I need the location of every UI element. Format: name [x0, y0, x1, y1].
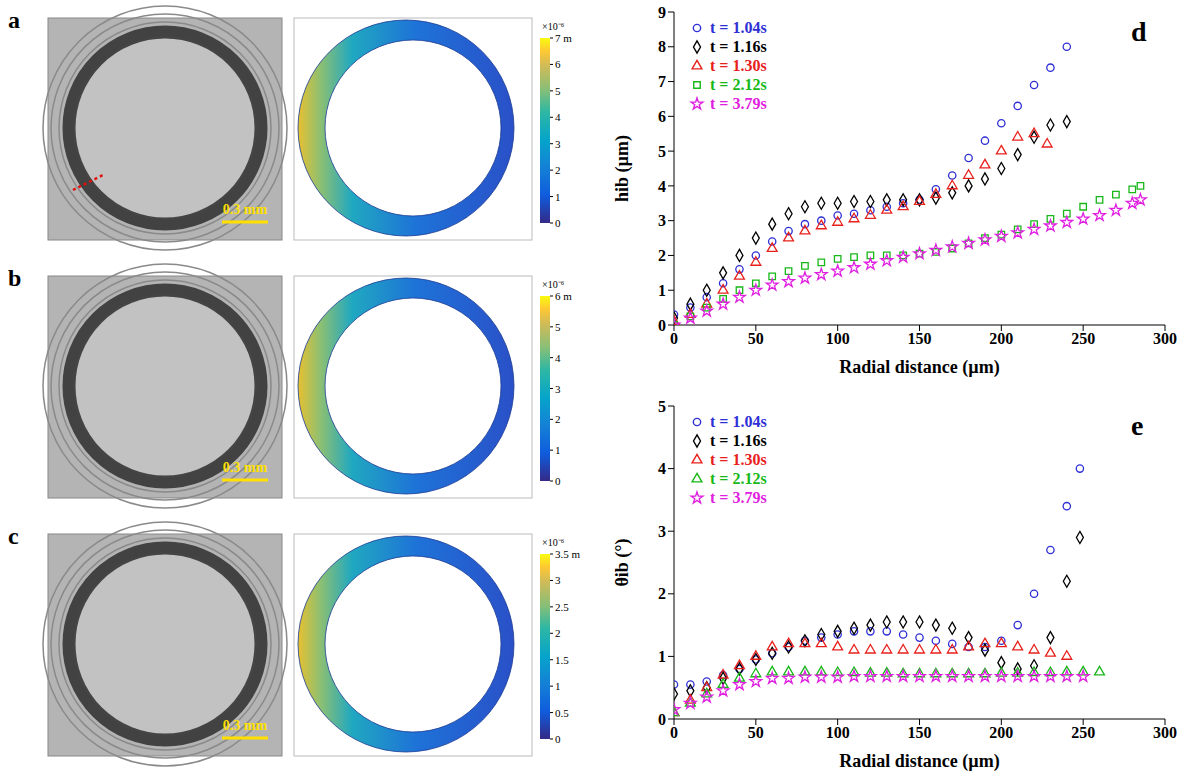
svg-text:×10⁻⁶: ×10⁻⁶: [542, 537, 565, 548]
html-text:t = 1.04s: t = 1.04s: [710, 412, 767, 430]
svg-text:150: 150: [908, 330, 932, 347]
svg-text:1: 1: [658, 282, 666, 299]
svg-text:θib (°): θib (°): [612, 538, 633, 586]
svg-text:3: 3: [555, 138, 561, 150]
svg-text:0.3 mm: 0.3 mm: [223, 202, 268, 217]
svg-text:250: 250: [1071, 330, 1095, 347]
svg-text:1: 1: [658, 648, 666, 665]
svg-text:3: 3: [658, 212, 666, 229]
svg-text:4: 4: [658, 460, 666, 477]
svg-text:7: 7: [658, 73, 666, 90]
svg-text:2: 2: [555, 413, 561, 425]
svg-text:2.5: 2.5: [555, 601, 569, 613]
svg-text:×10⁻⁶: ×10⁻⁶: [542, 279, 565, 290]
svg-text:3: 3: [555, 574, 561, 586]
svg-text:0: 0: [555, 733, 561, 745]
svg-text:300: 300: [1153, 724, 1177, 741]
svg-text:1: 1: [555, 680, 561, 692]
svg-text:0: 0: [658, 317, 666, 334]
svg-text:6: 6: [658, 108, 666, 125]
svg-text:4: 4: [555, 352, 561, 364]
html-text:t = 3.79s: t = 3.79s: [710, 488, 767, 506]
svg-text:2: 2: [658, 585, 666, 602]
svg-text:100: 100: [826, 724, 850, 741]
svg-text:2: 2: [555, 627, 561, 639]
svg-text:6: 6: [555, 58, 561, 70]
svg-text:0: 0: [555, 475, 561, 487]
svg-text:hib (µm): hib (µm): [612, 135, 633, 202]
svg-text:0: 0: [670, 724, 678, 741]
svg-text:250: 250: [1071, 724, 1095, 741]
svg-text:200: 200: [989, 724, 1013, 741]
svg-text:2: 2: [555, 164, 561, 176]
html-text:t = 1.30s: t = 1.30s: [710, 450, 767, 468]
svg-text:0.5: 0.5: [555, 707, 569, 719]
svg-text:0.3 mm: 0.3 mm: [223, 460, 268, 475]
svg-text:8: 8: [658, 38, 666, 55]
svg-text:9: 9: [658, 4, 666, 21]
svg-text:5: 5: [555, 321, 561, 333]
svg-text:3: 3: [555, 383, 561, 395]
svg-text:4: 4: [658, 178, 666, 195]
svg-text:1: 1: [555, 444, 561, 456]
svg-text:1: 1: [555, 191, 561, 203]
svg-text:100: 100: [826, 330, 850, 347]
svg-text:5: 5: [555, 85, 561, 97]
svg-text:a: a: [8, 7, 20, 33]
svg-text:50: 50: [748, 724, 764, 741]
svg-text:7 m: 7 m: [555, 32, 572, 44]
html-text:t = 1.04s: t = 1.04s: [710, 18, 767, 36]
svg-text:1.5: 1.5: [555, 654, 569, 666]
html-text:t = 1.16s: t = 1.16s: [710, 431, 767, 449]
svg-text:c: c: [8, 523, 19, 549]
svg-text:×10⁻⁶: ×10⁻⁶: [542, 21, 565, 32]
svg-text:4: 4: [555, 111, 561, 123]
svg-text:Radial distance (µm): Radial distance (µm): [839, 751, 999, 772]
svg-text:3: 3: [658, 523, 666, 540]
svg-text:Radial distance (µm): Radial distance (µm): [839, 357, 999, 378]
html-text:e: e: [1131, 410, 1144, 441]
svg-text:2: 2: [658, 247, 666, 264]
html-text:t = 1.30s: t = 1.30s: [710, 56, 767, 74]
svg-text:0: 0: [670, 330, 678, 347]
svg-text:b: b: [8, 265, 21, 291]
svg-text:200: 200: [989, 330, 1013, 347]
svg-text:6 m: 6 m: [555, 290, 572, 302]
html-text:t = 1.16s: t = 1.16s: [710, 37, 767, 55]
svg-text:5: 5: [658, 398, 666, 415]
svg-text:5: 5: [658, 143, 666, 160]
html-text:t = 2.12s: t = 2.12s: [710, 469, 767, 487]
svg-text:0.3 mm: 0.3 mm: [223, 718, 268, 733]
html-text:t = 2.12s: t = 2.12s: [710, 75, 767, 93]
html-text:t = 3.79s: t = 3.79s: [710, 94, 767, 112]
svg-text:300: 300: [1153, 330, 1177, 347]
svg-text:50: 50: [748, 330, 764, 347]
svg-text:3.5 m: 3.5 m: [555, 548, 581, 560]
html-text:d: d: [1131, 16, 1147, 47]
svg-text:0: 0: [555, 217, 561, 229]
svg-text:150: 150: [908, 724, 932, 741]
svg-text:0: 0: [658, 711, 666, 728]
